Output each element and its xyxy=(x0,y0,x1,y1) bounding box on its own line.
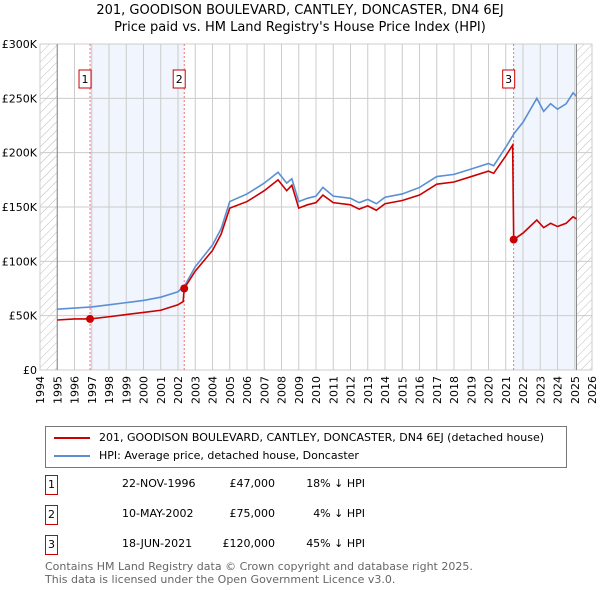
date: 10-MAY-2002 xyxy=(122,507,194,520)
date: 22-NOV-1996 xyxy=(122,477,196,490)
legend-swatch-blue xyxy=(54,454,90,457)
x-tick-label: 2022 xyxy=(517,376,530,404)
x-tick-label: 2020 xyxy=(483,376,496,404)
x-tick-label: 2006 xyxy=(241,376,254,404)
x-tick-label: 1997 xyxy=(86,376,99,404)
series-line xyxy=(57,91,578,310)
sale-label: 2 xyxy=(176,73,183,86)
x-tick-label: 2013 xyxy=(362,376,375,404)
y-tick-label: £0 xyxy=(23,364,37,377)
marker-badge: 1 xyxy=(45,475,58,495)
sale-label-box xyxy=(172,69,186,89)
x-tick-label: 2008 xyxy=(276,376,289,404)
date: 18-JUN-2021 xyxy=(122,537,193,550)
price: £47,000 xyxy=(229,477,276,490)
x-tick-label: 2012 xyxy=(345,376,358,404)
footer-copyright: Contains HM Land Registry data © Crown c… xyxy=(45,560,473,573)
footer-licence: This data is licensed under the Open Gov… xyxy=(45,573,396,586)
x-tick-label: 2009 xyxy=(293,376,306,404)
x-tick-label: 1995 xyxy=(51,376,64,404)
x-tick-label: 2004 xyxy=(207,376,220,404)
legend: 201, GOODISON BOULEVARD, CANTLEY, DONCAS… xyxy=(45,426,567,468)
x-tick-label: 2011 xyxy=(327,376,340,404)
y-tick-label: £50K xyxy=(9,310,38,323)
x-tick-label: 1996 xyxy=(69,376,82,404)
legend-swatch-red xyxy=(54,436,90,439)
y-tick-label: £100K xyxy=(2,255,38,268)
sale-label-box xyxy=(78,69,92,89)
transaction-row: 1 22-NOV-1996 £47,000 18% ↓ HPI xyxy=(45,475,385,495)
sale-label: 1 xyxy=(82,73,89,86)
chart-title: 201, GOODISON BOULEVARD, CANTLEY, DONCAS… xyxy=(96,3,504,18)
x-tick-label: 2000 xyxy=(138,376,151,404)
legend-label: 201, GOODISON BOULEVARD, CANTLEY, DONCAS… xyxy=(99,431,545,444)
y-tick-label: £200K xyxy=(2,147,38,160)
price: £75,000 xyxy=(229,507,276,520)
legend-item-property: 201, GOODISON BOULEVARD, CANTLEY, DONCAS… xyxy=(54,431,544,444)
x-tick-label: 2001 xyxy=(155,376,168,404)
hpi-diff: 45% ↓ HPI xyxy=(306,537,365,550)
x-tick-label: 2026 xyxy=(586,376,599,404)
x-tick-label: 2016 xyxy=(414,376,427,404)
x-tick-label: 2002 xyxy=(172,376,185,404)
marker-badge: 3 xyxy=(45,535,58,555)
sale-point xyxy=(509,235,518,244)
x-tick-label: 2025 xyxy=(569,376,582,404)
x-tick-label: 2021 xyxy=(500,376,513,404)
y-tick-label: £250K xyxy=(2,92,38,105)
x-tick-label: 2018 xyxy=(448,376,461,404)
legend-item-hpi: HPI: Average price, detached house, Donc… xyxy=(54,449,359,462)
x-tick-label: 1999 xyxy=(120,376,133,404)
x-tick-label: 1998 xyxy=(103,376,116,404)
x-tick-label: 2007 xyxy=(258,376,271,404)
hpi-diff: 4% ↓ HPI xyxy=(313,507,365,520)
price: £120,000 xyxy=(222,537,276,550)
legend-label: HPI: Average price, detached house, Donc… xyxy=(99,449,359,462)
chart-subtitle: Price paid vs. HM Land Registry's House … xyxy=(114,20,486,35)
transaction-row: 2 10-MAY-2002 £75,000 4% ↓ HPI xyxy=(45,505,385,525)
x-tick-label: 2023 xyxy=(534,376,547,404)
sale-label: 3 xyxy=(505,73,512,86)
transaction-row: 3 18-JUN-2021 £120,000 45% ↓ HPI xyxy=(45,535,385,555)
x-tick-label: 2014 xyxy=(379,376,392,404)
x-tick-label: 2024 xyxy=(552,376,565,404)
sale-point xyxy=(180,284,189,293)
x-tick-label: 2010 xyxy=(310,376,323,404)
price-chart: 1994 1995 1996 1997 1998 1999 2000 2001 2002 2003… xyxy=(2,38,599,404)
x-tick-label: 2005 xyxy=(224,376,237,404)
x-tick-label: 2003 xyxy=(189,376,202,404)
x-tick-label: 2015 xyxy=(396,376,409,404)
sale-label-box xyxy=(502,69,516,89)
sale-point xyxy=(86,314,95,323)
y-tick-label: £300K xyxy=(2,38,38,51)
y-tick-label: £150K xyxy=(2,201,38,214)
x-tick-label: 2019 xyxy=(465,376,478,404)
x-tick-label: 1994 xyxy=(34,376,47,404)
marker-badge: 2 xyxy=(45,505,58,525)
hpi-diff: 18% ↓ HPI xyxy=(306,477,365,490)
x-tick-label: 2017 xyxy=(431,376,444,404)
